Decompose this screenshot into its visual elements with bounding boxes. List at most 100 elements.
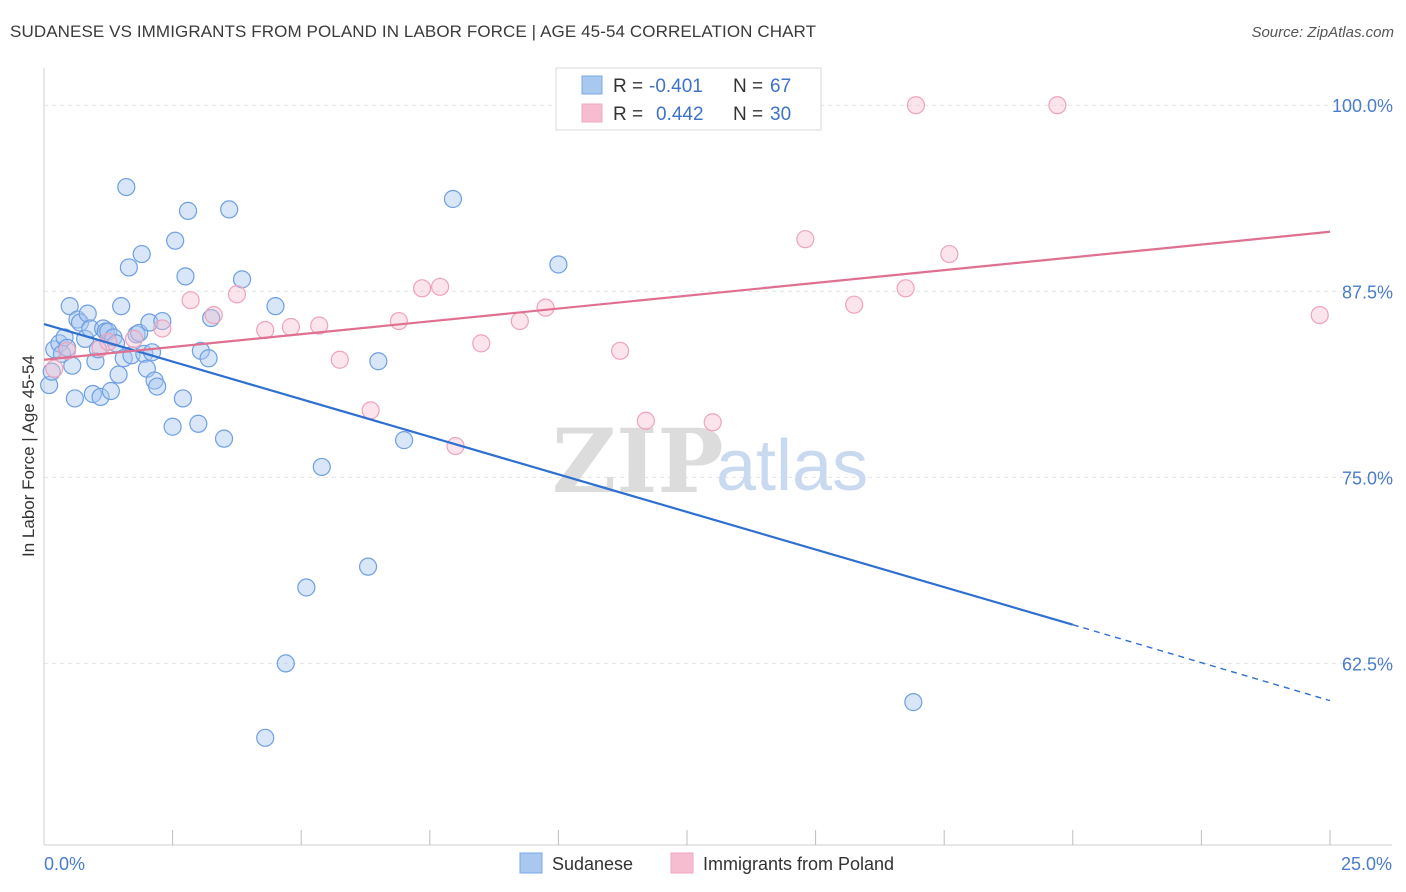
chart-title: SUDANESE VS IMMIGRANTS FROM POLAND IN LA… bbox=[10, 22, 817, 41]
point-sudanese bbox=[109, 365, 128, 384]
point-sudanese bbox=[904, 693, 923, 712]
point-poland bbox=[536, 298, 555, 317]
point-poland bbox=[796, 230, 815, 249]
legend-n-label-1: N = bbox=[733, 76, 763, 97]
point-poland bbox=[124, 329, 144, 349]
source-label: Source: ZipAtlas.com bbox=[1251, 24, 1394, 41]
legend-r-value-1: -0.401 bbox=[649, 76, 703, 97]
legend-r-label-1: R = bbox=[613, 76, 643, 97]
point-sudanese bbox=[189, 414, 208, 433]
legend-swatch-sudanese bbox=[581, 75, 603, 95]
point-sudanese bbox=[256, 728, 275, 747]
point-sudanese bbox=[65, 389, 84, 408]
point-sudanese bbox=[132, 244, 151, 264]
watermark-atlas: atlas bbox=[716, 426, 868, 506]
point-sudanese bbox=[101, 381, 120, 401]
point-poland bbox=[896, 279, 915, 298]
point-poland bbox=[389, 311, 409, 331]
point-poland bbox=[611, 341, 630, 360]
correlation-legend: R = -0.401 N = 67 R = 0.442 N = 30 bbox=[555, 67, 822, 131]
point-sudanese bbox=[443, 189, 463, 209]
y-tick-label: 100.0% bbox=[1332, 96, 1393, 116]
point-poland bbox=[181, 291, 200, 310]
point-sudanese bbox=[42, 362, 61, 381]
series-legend: Sudanese Immigrants from Poland bbox=[519, 852, 894, 874]
y-tick-label: 62.5% bbox=[1342, 654, 1393, 674]
legend-r-value-2: 0.442 bbox=[656, 104, 704, 125]
axes bbox=[43, 68, 1392, 846]
point-sudanese bbox=[78, 304, 97, 323]
point-poland bbox=[845, 295, 864, 314]
point-sudanese bbox=[60, 297, 79, 316]
point-poland bbox=[310, 316, 329, 335]
point-poland bbox=[227, 285, 246, 304]
zipatlas-watermark: ZIP atlas bbox=[552, 409, 868, 513]
point-poland bbox=[510, 311, 529, 331]
bottom-legend-swatch-sudanese bbox=[519, 852, 543, 874]
y-axis-title: In Labor Force | Age 45-54 bbox=[19, 355, 38, 557]
point-poland bbox=[472, 334, 491, 353]
trend-line-sudanese-extension bbox=[1072, 624, 1331, 702]
point-poland bbox=[1048, 96, 1067, 115]
y-tick-label: 87.5% bbox=[1342, 282, 1393, 302]
legend-n-value-1: 67 bbox=[770, 76, 791, 97]
point-sudanese bbox=[549, 255, 568, 274]
point-poland bbox=[940, 244, 959, 264]
point-sudanese bbox=[266, 297, 285, 316]
trend-line-sudanese bbox=[43, 322, 1074, 626]
point-sudanese bbox=[86, 352, 105, 371]
point-poland bbox=[204, 305, 223, 325]
point-poland bbox=[1310, 305, 1329, 325]
point-poland bbox=[256, 320, 275, 340]
point-sudanese bbox=[176, 267, 195, 286]
point-sudanese bbox=[166, 231, 185, 250]
point-sudanese bbox=[153, 311, 172, 331]
point-poland bbox=[153, 319, 172, 338]
legend-r-label-2: R = bbox=[613, 104, 643, 125]
point-sudanese bbox=[214, 429, 234, 448]
point-sudanese bbox=[276, 654, 295, 673]
point-sudanese bbox=[220, 200, 239, 219]
bottom-legend-swatch-poland bbox=[670, 852, 694, 874]
y-tick-labels: 62.5% 75.0% 87.5% 100.0% bbox=[1332, 96, 1393, 674]
point-sudanese bbox=[94, 319, 113, 338]
point-poland bbox=[45, 359, 64, 378]
point-poland bbox=[330, 350, 349, 369]
point-poland bbox=[703, 413, 722, 432]
point-sudanese bbox=[40, 375, 59, 395]
grid-lines bbox=[44, 104, 1392, 664]
point-poland bbox=[906, 96, 926, 115]
bottom-legend-label-sudanese: Sudanese bbox=[552, 854, 633, 874]
point-sudanese bbox=[112, 297, 131, 316]
point-poland bbox=[412, 279, 432, 298]
point-sudanese bbox=[119, 258, 138, 277]
point-sudanese bbox=[163, 417, 182, 436]
point-sudanese bbox=[202, 308, 221, 328]
x-tick-labels: 0.0% 25.0% bbox=[44, 854, 1392, 874]
trend-lines bbox=[43, 230, 1331, 702]
legend-swatch-poland bbox=[581, 103, 603, 123]
point-poland bbox=[281, 317, 301, 337]
point-sudanese bbox=[191, 341, 210, 360]
point-sudanese bbox=[199, 349, 218, 368]
point-sudanese bbox=[394, 431, 414, 450]
x-tick-label-max: 25.0% bbox=[1341, 854, 1392, 874]
point-sudanese bbox=[358, 557, 378, 576]
y-tick-label: 75.0% bbox=[1342, 468, 1393, 488]
watermark-zip: ZIP bbox=[552, 409, 724, 513]
x-tick-label-min: 0.0% bbox=[44, 854, 85, 874]
point-poland bbox=[636, 411, 655, 430]
point-poland bbox=[361, 401, 380, 420]
legend-n-value-2: 30 bbox=[770, 104, 791, 125]
point-sudanese bbox=[148, 377, 167, 396]
point-sudanese bbox=[297, 578, 316, 597]
point-sudanese bbox=[369, 352, 388, 371]
point-poland bbox=[430, 277, 450, 296]
trend-line-poland bbox=[43, 230, 1331, 361]
point-sudanese bbox=[117, 177, 136, 197]
point-sudanese bbox=[173, 389, 192, 408]
point-sudanese bbox=[178, 201, 198, 220]
point-sudanese bbox=[68, 310, 87, 329]
bottom-legend-label-poland: Immigrants from Poland bbox=[703, 854, 894, 874]
